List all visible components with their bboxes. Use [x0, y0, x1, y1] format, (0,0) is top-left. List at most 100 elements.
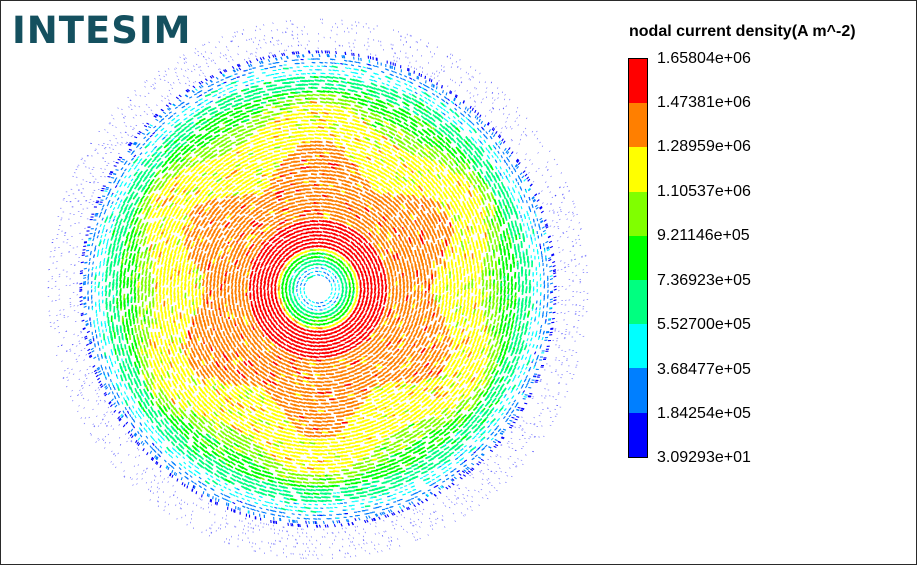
current-vector: [316, 149, 323, 150]
current-vector: [304, 271, 307, 272]
current-vector: [196, 315, 197, 321]
current-vector: [447, 254, 448, 260]
current-vector: [338, 280, 339, 283]
current-vector: [449, 332, 451, 337]
current-vector: [286, 327, 290, 331]
current-vector: [274, 147, 280, 148]
current-vector: [307, 307, 310, 309]
current-vector: [214, 227, 218, 232]
current-vector: [427, 303, 429, 309]
current-vector: [268, 322, 271, 327]
current-vector: [367, 414, 373, 415]
current-vector: [416, 303, 418, 309]
current-vector: [259, 269, 262, 274]
current-vector: [345, 184, 350, 187]
current-vector: [397, 205, 401, 210]
current-vector: [296, 398, 303, 400]
current-vector: [330, 171, 337, 173]
current-vector: [382, 362, 387, 366]
current-vector: [276, 196, 282, 197]
current-vector: [357, 283, 358, 290]
current-vector: [324, 272, 327, 274]
current-vector: [304, 435, 311, 437]
current-vector: [439, 317, 441, 322]
current-vector: [447, 285, 448, 291]
current-vector: [384, 380, 389, 383]
current-vector: [333, 279, 334, 282]
current-vector: [194, 226, 198, 231]
current-vector: [250, 321, 252, 327]
current-vector: [303, 410, 308, 411]
current-vector: [340, 363, 346, 364]
current-vector: [453, 238, 454, 245]
current-vector: [208, 192, 213, 196]
current-vector: [421, 230, 423, 236]
current-vector: [422, 360, 427, 365]
current-vector: [235, 331, 237, 337]
current-vector: [276, 162, 283, 163]
current-vector: [282, 209, 289, 211]
current-vector: [395, 155, 399, 159]
current-vector: [266, 299, 267, 305]
current-vector: [206, 345, 208, 351]
current-vector: [257, 262, 260, 266]
current-vector: [381, 253, 383, 260]
current-vector: [265, 351, 269, 355]
current-vector: [275, 332, 279, 337]
current-vector: [405, 225, 407, 230]
current-vector: [456, 247, 457, 253]
current-vector: [344, 199, 349, 202]
current-vector: [386, 219, 389, 224]
current-vector: [318, 411, 324, 412]
current-vector: [220, 323, 221, 329]
current-vector: [407, 345, 410, 349]
current-vector: [329, 280, 330, 283]
current-vector: [331, 304, 334, 306]
current-vector: [335, 372, 342, 373]
current-vector: [421, 178, 425, 183]
current-vector: [363, 372, 369, 374]
current-vector: [197, 248, 200, 253]
current-vector: [414, 239, 416, 245]
current-vector: [425, 355, 429, 360]
current-vector: [297, 235, 302, 236]
current-vector: [266, 161, 272, 162]
current-vector: [409, 325, 412, 331]
current-vector: [319, 357, 326, 358]
current-vector: [348, 356, 354, 358]
current-vector: [192, 317, 193, 323]
current-vector: [417, 257, 418, 263]
current-vector: [346, 418, 352, 419]
current-vector: [265, 422, 270, 425]
current-vector: [395, 385, 400, 388]
current-vector: [313, 429, 318, 430]
current-vector: [253, 285, 254, 291]
current-vector: [439, 198, 442, 204]
current-vector: [377, 393, 382, 395]
current-vector: [199, 186, 204, 190]
current-vector: [264, 290, 265, 296]
current-vector: [273, 185, 279, 186]
current-vector: [410, 220, 413, 226]
current-vector: [231, 233, 235, 238]
current-vector: [367, 153, 372, 156]
current-vector: [315, 375, 321, 376]
current-vector: [463, 307, 465, 313]
current-vector: [265, 197, 270, 199]
current-vector: [321, 436, 326, 437]
current-vector: [437, 215, 439, 220]
current-vector: [411, 330, 414, 334]
current-vector: [405, 395, 410, 398]
current-vector: [412, 362, 416, 366]
current-vector: [326, 142, 331, 143]
current-vector: [382, 148, 387, 152]
current-vector: [287, 377, 292, 379]
current-vector: [203, 287, 204, 294]
current-vector: [273, 221, 279, 224]
current-vector: [395, 314, 397, 319]
current-vector: [338, 247, 343, 250]
current-density-vector-plot[interactable]: [41, 13, 601, 563]
current-vector: [316, 192, 321, 193]
current-vector: [314, 371, 320, 372]
current-vector: [308, 163, 315, 164]
